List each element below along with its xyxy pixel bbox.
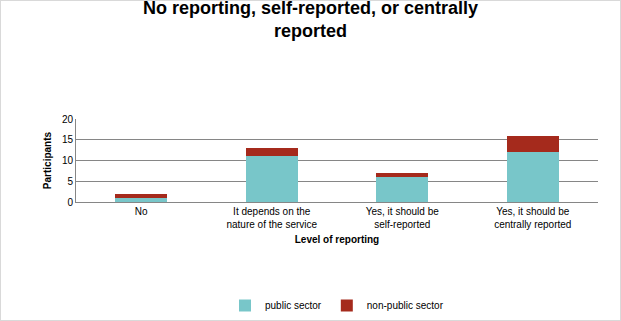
svg-text:Participants: Participants (42, 131, 53, 189)
svg-text:0: 0 (67, 197, 73, 208)
svg-text:No reporting, self-reported, o: No reporting, self-reported, or centrall… (143, 1, 478, 41)
svg-text:Yes, it should beself-reported: Yes, it should beself-reported (366, 206, 439, 230)
svg-text:15: 15 (62, 134, 74, 145)
svg-text:10: 10 (62, 155, 74, 166)
svg-text:non-public sector: non-public sector (367, 300, 444, 311)
svg-text:Yes, it should becentrally rep: Yes, it should becentrally reported (494, 206, 571, 230)
svg-text:It depends on thenature of the: It depends on thenature of the service (226, 206, 317, 230)
svg-text:No: No (135, 206, 148, 217)
svg-text:20: 20 (62, 114, 74, 125)
svg-text:public sector: public sector (265, 300, 322, 311)
svg-text:5: 5 (67, 176, 73, 187)
svg-text:Level of reporting: Level of reporting (295, 234, 379, 245)
